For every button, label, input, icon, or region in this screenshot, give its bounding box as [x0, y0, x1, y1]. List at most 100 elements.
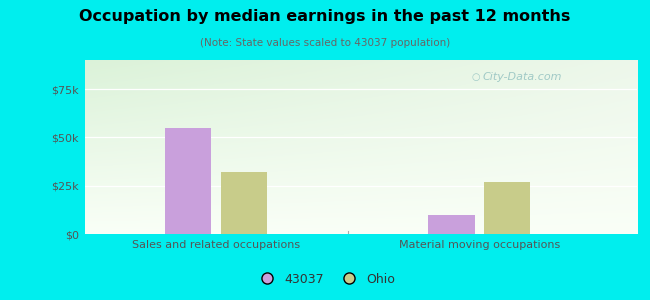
Bar	[84, 218, 637, 219]
Bar	[84, 82, 637, 83]
Bar	[84, 184, 637, 185]
Bar	[84, 105, 637, 106]
Bar	[84, 73, 637, 74]
Bar	[84, 74, 637, 75]
Bar	[84, 148, 637, 149]
Bar	[84, 136, 637, 138]
Bar	[84, 222, 637, 224]
Bar	[84, 142, 637, 143]
Bar	[84, 154, 637, 155]
Bar	[84, 139, 637, 140]
Bar	[84, 206, 637, 207]
Bar	[84, 188, 637, 189]
Bar	[84, 212, 637, 213]
Bar	[84, 99, 637, 101]
Bar	[84, 220, 637, 221]
Bar	[84, 182, 637, 183]
Bar	[84, 185, 637, 186]
Bar	[84, 118, 637, 119]
Bar	[84, 140, 637, 141]
Bar	[84, 175, 637, 176]
Bar	[84, 176, 637, 177]
Bar	[84, 104, 637, 105]
Bar	[84, 111, 637, 112]
Bar	[84, 214, 637, 215]
Bar	[84, 60, 637, 61]
Bar	[84, 179, 637, 181]
Bar	[84, 119, 637, 120]
Bar	[84, 158, 637, 159]
Bar	[84, 205, 637, 206]
Text: Occupation by median earnings in the past 12 months: Occupation by median earnings in the pas…	[79, 9, 571, 24]
Bar	[84, 199, 637, 200]
Bar	[84, 153, 637, 154]
Bar	[84, 95, 637, 96]
Bar	[84, 217, 637, 218]
Bar	[84, 110, 637, 111]
Bar	[84, 97, 637, 98]
Bar	[84, 207, 637, 208]
Bar	[84, 208, 637, 210]
Bar	[220, 172, 266, 234]
Text: ○: ○	[471, 72, 480, 82]
Bar	[84, 181, 637, 182]
Bar	[84, 213, 637, 214]
Bar	[84, 128, 637, 130]
Bar	[84, 62, 637, 64]
Bar	[84, 92, 637, 94]
Bar	[84, 94, 637, 95]
Legend: 43037, Ohio: 43037, Ohio	[250, 268, 400, 291]
Bar	[84, 147, 637, 148]
Bar	[84, 190, 637, 191]
Bar	[84, 69, 637, 70]
Bar	[84, 76, 637, 77]
Bar	[165, 128, 211, 234]
Bar	[84, 159, 637, 160]
Bar	[84, 67, 637, 68]
Bar	[84, 166, 637, 167]
Bar	[84, 89, 637, 90]
Bar	[84, 145, 637, 146]
Bar	[84, 161, 637, 162]
Bar	[84, 64, 637, 66]
Bar	[84, 219, 637, 220]
Bar	[84, 232, 637, 233]
Bar	[84, 202, 637, 203]
Bar	[84, 198, 637, 199]
Bar	[84, 226, 637, 227]
Bar	[84, 200, 637, 202]
Bar	[84, 197, 637, 198]
Bar	[84, 127, 637, 128]
Bar	[84, 75, 637, 76]
Bar	[84, 68, 637, 69]
Bar	[84, 81, 637, 82]
Bar	[84, 98, 637, 99]
Bar	[84, 195, 637, 196]
Bar	[84, 103, 637, 104]
Bar	[84, 132, 637, 133]
Bar	[84, 178, 637, 179]
Bar	[84, 116, 637, 117]
Bar	[84, 221, 637, 222]
Bar	[84, 120, 637, 122]
Bar	[84, 70, 637, 72]
Bar	[84, 87, 637, 88]
Bar	[84, 83, 637, 84]
Bar	[84, 160, 637, 161]
Bar	[84, 80, 637, 81]
Bar	[84, 149, 637, 151]
Bar	[84, 72, 637, 73]
Bar	[84, 143, 637, 145]
Bar	[84, 96, 637, 97]
Bar	[84, 172, 637, 174]
Bar	[484, 182, 530, 234]
Text: (Note: State values scaled to 43037 population): (Note: State values scaled to 43037 popu…	[200, 38, 450, 47]
Bar	[84, 125, 637, 126]
Bar	[428, 215, 474, 234]
Bar	[84, 131, 637, 132]
Bar	[84, 191, 637, 192]
Bar	[84, 171, 637, 172]
Bar	[84, 77, 637, 79]
Bar	[84, 204, 637, 205]
Bar	[84, 91, 637, 92]
